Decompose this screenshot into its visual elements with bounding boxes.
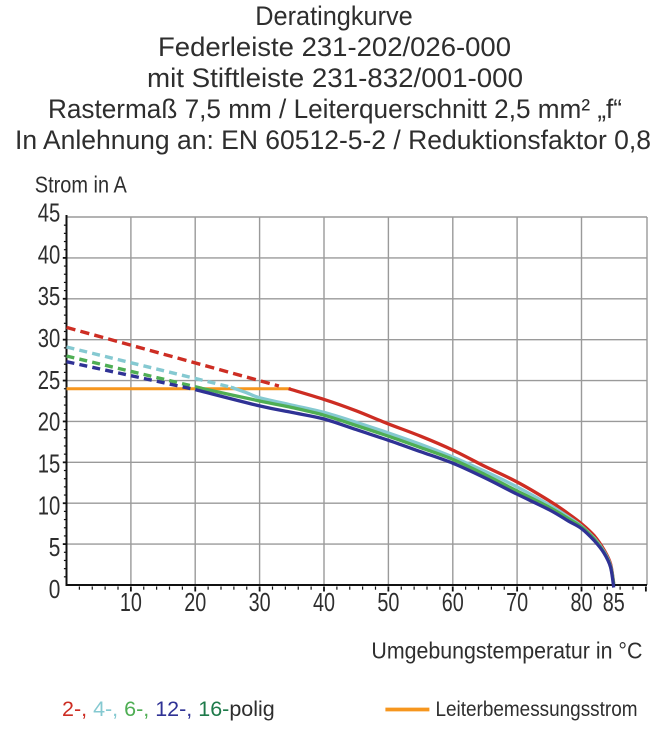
svg-text:30: 30 bbox=[38, 323, 61, 353]
svg-text:85: 85 bbox=[603, 587, 625, 617]
svg-text:40: 40 bbox=[313, 587, 335, 617]
svg-text:20: 20 bbox=[184, 587, 206, 617]
svg-text:10: 10 bbox=[38, 490, 61, 520]
svg-text:15: 15 bbox=[38, 448, 61, 478]
svg-text:35: 35 bbox=[38, 281, 61, 311]
svg-text:In Anlehnung an: EN 60512-5-2: In Anlehnung an: EN 60512-5-2 / Reduktio… bbox=[15, 125, 651, 155]
svg-text:50: 50 bbox=[377, 587, 399, 617]
svg-text:20: 20 bbox=[38, 407, 61, 437]
svg-text:Strom in A: Strom in A bbox=[35, 172, 128, 198]
svg-text:2-, 4-, 6-, 12-, 16-polig: 2-, 4-, 6-, 12-, 16-polig bbox=[62, 697, 275, 721]
svg-text:Deratingkurve: Deratingkurve bbox=[255, 1, 413, 31]
svg-text:Federleiste 231-202/026-000: Federleiste 231-202/026-000 bbox=[158, 32, 511, 62]
svg-text:70: 70 bbox=[506, 587, 528, 617]
svg-text:Rastermaß 7,5 mm / Leiterquers: Rastermaß 7,5 mm / Leiterquerschnitt 2,5… bbox=[48, 94, 622, 124]
svg-text:mit Stiftleiste 231-832/001-00: mit Stiftleiste 231-832/001-000 bbox=[147, 63, 523, 93]
svg-text:80: 80 bbox=[571, 587, 593, 617]
svg-text:10: 10 bbox=[120, 587, 142, 617]
svg-text:25: 25 bbox=[38, 365, 61, 395]
svg-text:Leiterbemessungsstrom: Leiterbemessungsstrom bbox=[436, 697, 638, 721]
svg-text:0: 0 bbox=[49, 574, 61, 604]
svg-text:Umgebungstemperatur in °C: Umgebungstemperatur in °C bbox=[371, 638, 642, 664]
svg-text:45: 45 bbox=[38, 198, 61, 228]
svg-text:5: 5 bbox=[49, 532, 61, 562]
svg-text:60: 60 bbox=[442, 587, 464, 617]
svg-text:30: 30 bbox=[249, 587, 271, 617]
svg-text:40: 40 bbox=[38, 239, 61, 269]
